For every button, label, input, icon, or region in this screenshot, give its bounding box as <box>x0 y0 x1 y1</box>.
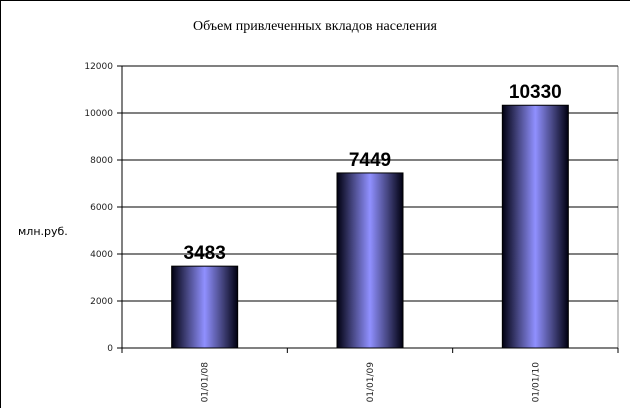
y-tick-label: 8000 <box>90 156 113 166</box>
data-label: 10330 <box>509 82 562 103</box>
y-tick-label: 0 <box>107 344 113 354</box>
y-axis-label: млн.руб. <box>18 225 68 238</box>
data-label: 3483 <box>184 243 226 264</box>
x-tick-label: 01/01/08 <box>201 362 211 403</box>
x-tick-label: 01/01/09 <box>366 362 376 403</box>
data-label: 7449 <box>349 150 391 171</box>
y-tick-label: 6000 <box>90 203 113 213</box>
y-tick-label: 12000 <box>84 62 113 72</box>
y-tick-label: 10000 <box>84 109 113 119</box>
bar <box>336 172 404 349</box>
y-tick-label: 2000 <box>90 297 113 307</box>
chart-title: Объем привлеченных вкладов населения <box>193 19 437 34</box>
bar <box>501 104 569 349</box>
bar <box>171 265 239 349</box>
y-tick-label: 4000 <box>90 250 113 260</box>
x-tick-label: 01/01/10 <box>531 362 541 403</box>
